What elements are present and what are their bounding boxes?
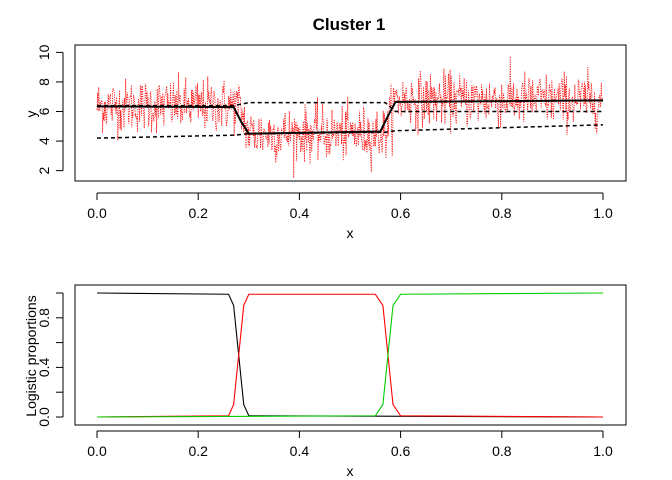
series-confidence-band-2 xyxy=(96,124,604,139)
x-tick-label: 0.8 xyxy=(492,443,512,459)
x-tick-label: 0.0 xyxy=(87,443,107,459)
x-tick-label: 0.2 xyxy=(188,443,208,459)
y-axis-label-top: y xyxy=(23,111,39,118)
y-tick-label: 0.8 xyxy=(36,308,52,328)
x-tick-label: 0.6 xyxy=(391,443,411,459)
y-axis-label-bottom: Logistic proportions xyxy=(23,295,39,416)
y-tick-label: 6 xyxy=(36,107,52,115)
y-tick-label: 8 xyxy=(36,78,52,86)
x-axis-top: 0.0 0.2 0.4 0.6 0.8 1.0 xyxy=(87,192,613,221)
plot-box-bottom xyxy=(74,284,627,426)
series-proportion-2 xyxy=(96,293,604,418)
y-tick-label: 10 xyxy=(36,44,52,60)
y-axis-top: 2 4 6 8 10 xyxy=(36,44,64,175)
x-tick-label: 0.4 xyxy=(290,205,310,221)
y-tick-label: 0.4 xyxy=(36,357,52,377)
panel-cluster-1: Cluster 1 0.0 0.2 0.4 0.6 0.8 1.0 2 4 6 8 10 x y xyxy=(23,15,627,241)
x-axis-label-top: x xyxy=(347,225,354,241)
series-confidence-band-1 xyxy=(97,101,603,113)
x-tick-label: 0.6 xyxy=(391,205,411,221)
y-tick-label: 4 xyxy=(36,137,52,145)
y-tick-label: 2 xyxy=(36,167,52,175)
series-proportion-3 xyxy=(96,292,604,418)
y-tick-label: 0.0 xyxy=(36,407,52,427)
plot-area-top xyxy=(96,56,604,179)
x-tick-label: 1.0 xyxy=(593,443,613,459)
series-proportion-1 xyxy=(96,292,604,418)
x-tick-label: 0.4 xyxy=(290,443,310,459)
y-axis-bottom: 0.0 0.4 0.8 xyxy=(36,292,64,427)
plot-area-bottom xyxy=(96,292,604,418)
x-tick-label: 0.0 xyxy=(87,205,107,221)
x-axis-label-bottom: x xyxy=(347,463,354,479)
chart-title: Cluster 1 xyxy=(313,15,386,34)
plot-box-top xyxy=(74,44,627,182)
x-axis-bottom: 0.0 0.2 0.4 0.6 0.8 1.0 xyxy=(87,430,613,459)
x-tick-label: 0.2 xyxy=(188,205,208,221)
x-tick-label: 0.8 xyxy=(492,205,512,221)
panel-logistic-proportions: 0.0 0.2 0.4 0.6 0.8 1.0 0.0 0.4 0.8 x Logistic … xyxy=(23,284,627,479)
series-noisy-observations xyxy=(96,56,604,179)
x-tick-label: 1.0 xyxy=(593,205,613,221)
